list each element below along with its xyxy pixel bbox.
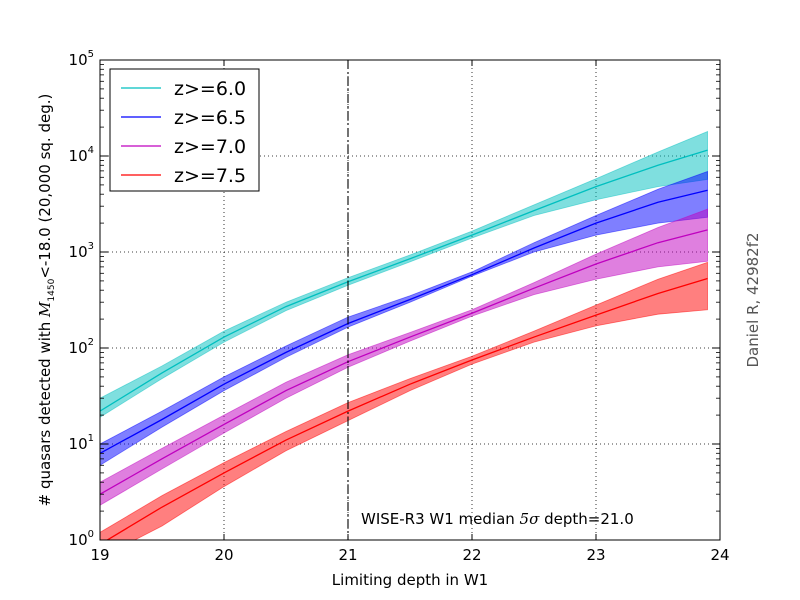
x-tick-label: 19 [90,546,109,564]
y-tick-exp: 3 [88,241,94,252]
band-z>=7.0 [100,208,708,506]
x-axis-label: Limiting depth in W1 [332,571,488,589]
y-tick-exp: 2 [88,337,94,348]
legend: z>=6.0 z>=6.5 z>=7.0 z>=7.5 [109,68,260,192]
y-tick-label: 104 [69,145,94,165]
legend-label: z>=7.0 [174,136,246,158]
y-tick-label: 101 [69,433,94,453]
y-label-prefix: # quasars detected with [36,317,54,506]
x-tick-label: 20 [214,546,233,564]
band-z>=7.5 [100,261,708,540]
y-tick-label: 100 [69,529,94,549]
y-tick-base: 10 [69,51,88,69]
x-tick-label: 24 [710,546,729,564]
annotation-prefix: WISE-R3 W1 median [361,510,520,528]
plot-frame [99,59,721,541]
depth-annotation: WISE-R3 W1 median 5σ depth=21.0 [361,510,634,528]
y-tick-base: 10 [69,339,88,357]
y-label-var: M [36,301,54,318]
y-label-sub: 1450 [47,278,57,301]
line-z>=7.5 [106,277,708,540]
axis-ticks [99,59,721,541]
y-tick-label: 103 [69,241,94,261]
y-tick-exp: 5 [88,49,94,60]
y-tick-base: 10 [69,435,88,453]
line-z>=6.5 [100,189,708,454]
side-label: Daniel R, 42982f2 [744,232,762,367]
series-lines [100,149,708,540]
legend-label: z>=7.5 [174,165,246,187]
legend-label: z>=6.5 [174,107,246,129]
y-axis-label: # quasars detected with M1450<-18.0 (20,… [36,94,57,507]
y-tick-exp: 0 [88,529,94,540]
legend-box [109,68,260,192]
x-tick-label: 21 [338,546,357,564]
legend-label: z>=6.0 [174,78,246,100]
y-tick-label: 105 [69,49,94,69]
confidence-bands [100,130,708,540]
annotation-suffix: depth=21.0 [539,510,633,528]
line-z>=7.0 [100,229,708,495]
x-tick-labels: 19 20 21 22 23 24 [90,546,729,564]
x-tick-label: 22 [462,546,481,564]
annotation-sigma: 5σ [520,510,541,528]
y-tick-label: 102 [69,337,94,357]
x-tick-label: 23 [586,546,605,564]
y-tick-base: 10 [69,531,88,549]
y-tick-exp: 4 [88,145,94,156]
y-label-suffix: <-18.0 (20,000 sq. deg.) [36,94,54,279]
y-tick-base: 10 [69,147,88,165]
y-tick-exp: 1 [88,433,94,444]
y-tick-base: 10 [69,243,88,261]
line-z>=6.0 [100,149,708,412]
